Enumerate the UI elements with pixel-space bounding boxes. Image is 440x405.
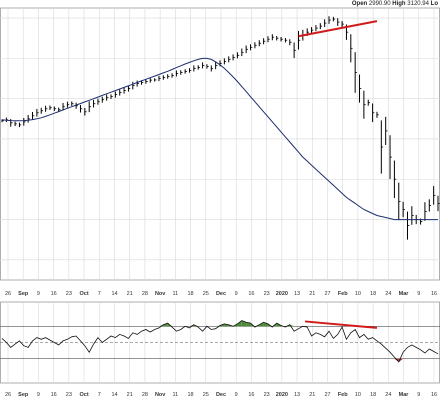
x-tick-label: 13 [294, 291, 300, 297]
x-tick-label: 18 [188, 291, 194, 297]
x-tick-label: 16 [431, 291, 437, 297]
x-tick-label: 23 [66, 392, 72, 398]
x-tick-label: Nov [155, 291, 166, 297]
high-label: High [392, 1, 406, 7]
low-label: Lo [430, 1, 438, 7]
x-tick-label: 11 [172, 392, 178, 398]
x-tick-label: 9 [37, 291, 40, 297]
x-tick-label: Feb [338, 392, 348, 398]
x-tick-label: 24 [385, 392, 391, 398]
x-tick-label: 7 [98, 392, 101, 398]
open-label: Open [351, 1, 368, 7]
x-tick-label: Sep [18, 291, 29, 297]
x-tick-label: Dec [216, 291, 226, 297]
x-tick-label: 14 [111, 392, 117, 398]
x-tick-label: 26 [5, 392, 11, 398]
x-tick-label: 9 [37, 392, 40, 398]
oscillator-line [1, 320, 439, 363]
x-tick-label: Sep [18, 392, 29, 398]
x-tick-label: 21 [127, 392, 133, 398]
x-tick-label: 27 [324, 291, 330, 297]
x-tick-label: Oct [79, 392, 88, 398]
x-tick-label: 13 [294, 392, 300, 398]
x-tick-label: 28 [142, 392, 148, 398]
x-tick-label: 16 [248, 392, 254, 398]
price-trendline [298, 20, 378, 38]
high-value: 3120.94 [407, 1, 429, 7]
x-tick-label: 16 [51, 392, 57, 398]
x-tick-label: 18 [370, 291, 376, 297]
open-value: 2990.90 [368, 1, 391, 7]
x-tick-label: Mar [399, 392, 410, 398]
x-tick-label: 18 [188, 392, 194, 398]
price-panel: 26 Sep 9 16 23 Oct 7 14 21 28 Nov 11 18 25 Dec 9 16 23 202… [0, 7, 440, 297]
x-tick-label: Feb [338, 291, 348, 297]
x-tick-label: 21 [309, 291, 315, 297]
x-tick-label: 2020 [276, 291, 288, 297]
panel-frame [0, 7, 440, 281]
x-tick-label: 9 [235, 392, 238, 398]
ohlc-readout: Open 2990.90 High 3120.94 Lo [352, 1, 438, 7]
overbought-fill [267, 323, 273, 327]
x-tick-label: 9 [235, 291, 238, 297]
x-tick-label: 14 [111, 291, 117, 297]
x-tick-label: 2020 [276, 392, 288, 398]
x-tick-label: 16 [431, 392, 437, 398]
x-tick-label: 25 [203, 392, 209, 398]
x-tick-label: Oct [79, 291, 88, 297]
x-tick-label: 26 [5, 291, 11, 297]
x-tick-label: 23 [264, 392, 270, 398]
x-tick-label: 10 [355, 392, 361, 398]
x-tick-label: 10 [355, 291, 361, 297]
x-tick-label: 24 [385, 291, 391, 297]
x-tick-label: 23 [66, 291, 72, 297]
x-tick-label: Nov [155, 392, 166, 398]
x-tick-label: 16 [248, 291, 254, 297]
x-tick-label: 11 [172, 291, 178, 297]
overbought-fill [263, 322, 268, 327]
x-tick-label: 21 [309, 392, 315, 398]
x-tick-label: 25 [203, 291, 209, 297]
x-tick-label: 7 [98, 291, 101, 297]
x-tick-label: 9 [417, 291, 420, 297]
x-tick-label: 18 [370, 392, 376, 398]
x-tick-label: 27 [324, 392, 330, 398]
x-tick-label: 9 [417, 392, 420, 398]
x-tick-label: Mar [399, 291, 410, 297]
overbought-fill [237, 320, 242, 327]
oscillator-panel: 26 Sep 9 16 23 Oct 7 14 21 28 Nov 11 18 25 Dec 9 16 23 202… [0, 301, 440, 398]
x-tick-label: 28 [142, 291, 148, 297]
oscillator-trendline [304, 320, 378, 329]
x-tick-label: 21 [127, 291, 133, 297]
x-tick-label: 23 [264, 291, 270, 297]
moving-average-line [1, 57, 438, 221]
x-tick-label: 16 [51, 291, 57, 297]
x-tick-label: Dec [216, 392, 226, 398]
